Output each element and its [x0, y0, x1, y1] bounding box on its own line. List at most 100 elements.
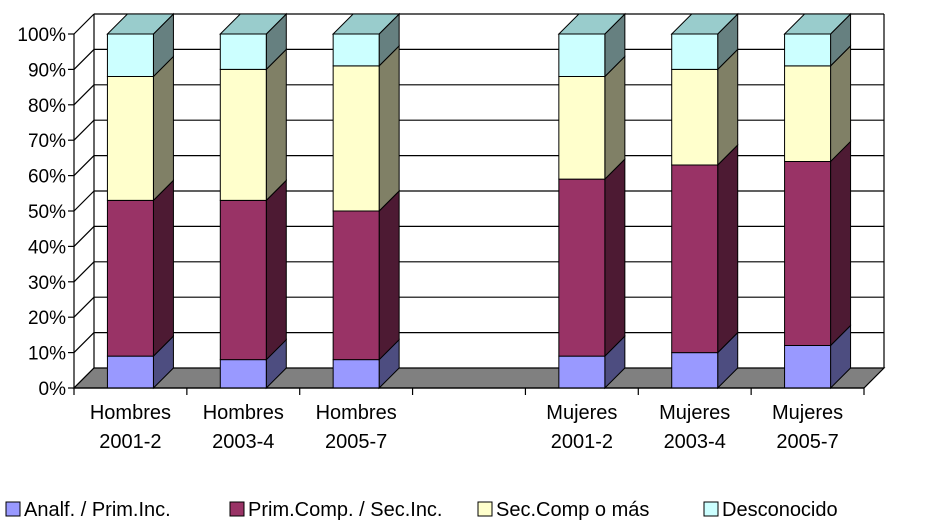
bar-top [106, 13, 175, 35]
bar-segment [106, 179, 174, 358]
y-tick-label: 100% [17, 25, 66, 46]
category-label: 2001-2 [551, 431, 613, 453]
bar-top [219, 13, 288, 35]
y-axis-tick-labels: 0% 10% 20% 30% 40% 50% 60% 70% 80% 90% 100% [17, 25, 66, 400]
y-tick-label: 10% [28, 344, 66, 365]
bar-segment [331, 12, 401, 68]
category-label: 2001-2 [99, 431, 161, 453]
bar-segment-front [558, 33, 606, 77]
bar-segment-front [558, 355, 606, 389]
bar-top [670, 13, 739, 35]
chart-floor [72, 367, 886, 389]
y-tick-label: 70% [28, 131, 66, 152]
wall-diagonal [73, 225, 95, 247]
y-tick-label: 30% [28, 273, 66, 294]
bar-segment-front [784, 345, 832, 389]
bar-segment-front [332, 65, 380, 212]
bar-segment [783, 12, 852, 68]
bar-segment-front [671, 68, 719, 166]
bar-segment-side [265, 48, 287, 202]
bar-segment [332, 44, 400, 213]
bar-segment-front [558, 178, 606, 357]
wall-diagonal [73, 190, 95, 212]
y-tick-label: 60% [28, 167, 66, 188]
bar-segment-front [332, 359, 380, 389]
legend-label: Analf. / Prim.Inc. [24, 499, 171, 521]
legend-label: Desconocido [722, 499, 838, 521]
bar-top [331, 13, 401, 35]
bar-segment-side [604, 55, 626, 181]
floor-plane [72, 367, 886, 389]
category-label: 2003-4 [212, 431, 274, 453]
bar-segment-front [671, 352, 719, 389]
bar-segment [784, 324, 852, 390]
bar-segment [219, 48, 287, 202]
legend-swatch [477, 501, 493, 517]
category-label: 2005-7 [325, 431, 387, 453]
legend: Analf. / Prim.Inc. Prim.Comp. / Sec.Inc. S… [5, 499, 838, 521]
x-axis-category-labels: Hombres 2001-2 Hombres 2003-4 Hombres 2005-7 M… [90, 402, 843, 453]
bar-segment [106, 55, 174, 202]
legend-item: Analf. / Prim.Inc. [5, 499, 171, 521]
bar-segment [558, 55, 626, 181]
bar-segment-side [378, 189, 400, 361]
bar-segment-front [332, 33, 380, 67]
bar-segment [671, 331, 739, 390]
bar-segment-side [152, 55, 174, 202]
bar-segment [106, 334, 174, 390]
bar-top [783, 13, 852, 35]
legend-swatch [5, 501, 21, 517]
bar-segment-front [332, 210, 380, 361]
bar-segment-side [604, 157, 626, 358]
category-label: Hombres [90, 402, 171, 424]
bar-segment [671, 143, 739, 354]
stacked-bars [106, 12, 852, 390]
legend-item: Prim.Comp. / Sec.Inc. [229, 499, 443, 521]
category-label: Hombres [316, 402, 397, 424]
legend-label: Prim.Comp. / Sec.Inc. [248, 499, 443, 521]
bar-segment [106, 12, 175, 78]
bar-segment-front [219, 68, 267, 201]
legend-label: Sec.Comp o más [496, 499, 649, 521]
bar-segment [557, 12, 627, 78]
wall-diagonal [73, 119, 95, 141]
axes [68, 33, 865, 395]
wall-diagonal [73, 48, 95, 70]
bar-segment-front [219, 33, 267, 70]
bar-segment-front [219, 359, 267, 389]
wall-diagonal [73, 13, 95, 35]
bar-segment-front [219, 199, 267, 361]
bar-segment-side [830, 140, 852, 347]
legend-item: Desconocido [703, 499, 838, 521]
y-tick-label: 40% [28, 237, 66, 258]
y-tick-label: 90% [28, 60, 66, 81]
bar-segment [219, 179, 287, 361]
bar-segment-front [784, 65, 832, 162]
wall-diagonal [73, 332, 95, 354]
bar-segment-side [717, 143, 739, 354]
y-tick-label: 20% [28, 308, 66, 329]
bar-segment [670, 12, 739, 71]
wall-diagonal [73, 296, 95, 318]
bar-segment-front [671, 33, 719, 70]
bar-segment-front [558, 75, 606, 180]
wall-diagonal [73, 155, 95, 177]
bar-segment-front [106, 75, 154, 201]
bar-segment [784, 140, 852, 347]
legend-swatch [703, 501, 719, 517]
bar-segment-front [784, 33, 832, 67]
bar-segment [784, 44, 852, 163]
category-label: 2003-4 [664, 431, 726, 453]
bar-segment-front [671, 164, 719, 354]
bar-segment [219, 12, 288, 71]
bar-segment-front [784, 160, 832, 347]
bar-segment [332, 189, 400, 361]
bar-top [557, 13, 627, 35]
bar-segment-front [106, 33, 154, 77]
wall-diagonal [73, 84, 95, 106]
wall-diagonal [73, 261, 95, 283]
bar-segment-side [152, 179, 174, 358]
category-label: Hombres [203, 402, 284, 424]
bar-segment [558, 157, 626, 358]
